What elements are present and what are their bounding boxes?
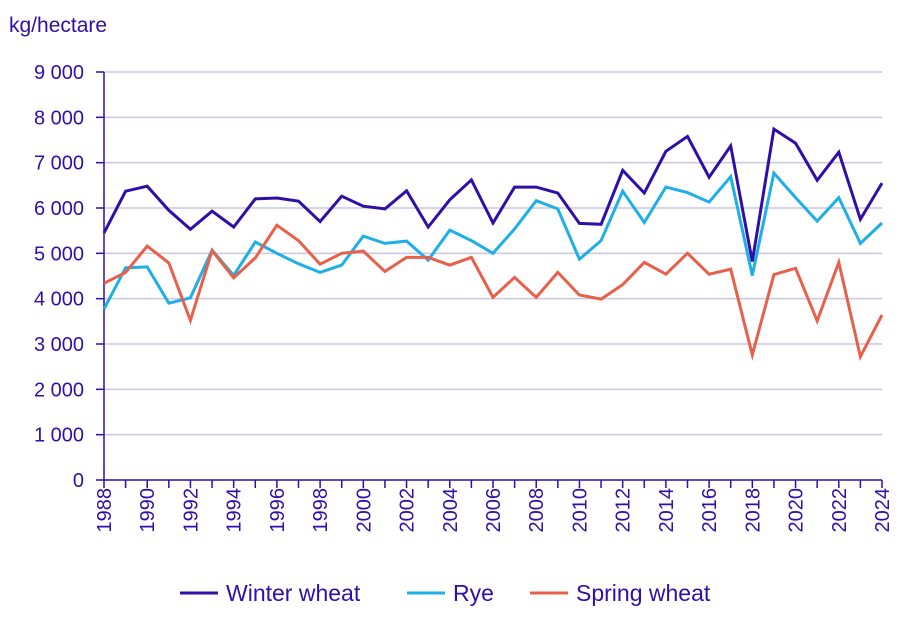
x-tick-label: 2008 (526, 488, 548, 533)
series-line-winter-wheat (102, 126, 884, 262)
x-tick-label: 1994 (224, 488, 246, 533)
x-axis-ticks: 1988 1990 1992 1994 1996 1998 2000 2002 2004 2006… (94, 480, 894, 533)
series-lines (102, 126, 884, 362)
y-tick-label: 3 000 (34, 334, 84, 356)
y-tick-label: 0 (73, 470, 84, 492)
x-tick-label: 2014 (656, 488, 678, 533)
y-axis-unit-label: kg/hectare (9, 14, 107, 37)
x-tick-label: 2020 (786, 488, 808, 533)
x-tick-label: 1990 (137, 488, 159, 533)
y-axis-ticks: 0 1 000 2 000 3 000 4 000 5 000 6 000 7 000 8 00… (34, 62, 104, 492)
y-tick-label: 6 000 (34, 198, 84, 220)
x-tick-label: 2022 (829, 488, 851, 533)
series-line-spring-wheat (103, 223, 884, 362)
x-tick-label: 1996 (267, 488, 289, 533)
legend-label-spring-wheat: Spring wheat (576, 580, 711, 606)
x-tick-label: 2024 (872, 488, 894, 533)
legend: Winter wheat Rye Spring wheat (180, 580, 711, 606)
x-tick-label: 1998 (310, 488, 332, 533)
y-tick-label: 5 000 (34, 243, 84, 265)
legend-label-winter-wheat: Winter wheat (226, 580, 361, 606)
x-tick-label: 2006 (483, 488, 505, 533)
legend-label-rye: Rye (453, 580, 494, 606)
x-tick-label: 1992 (180, 488, 202, 533)
x-tick-label: 1988 (94, 488, 116, 533)
x-tick-label: 2000 (353, 488, 375, 533)
x-tick-label: 2002 (397, 488, 419, 533)
x-tick-label: 2004 (440, 488, 462, 533)
y-tick-label: 4 000 (34, 289, 84, 311)
y-tick-label: 2 000 (34, 379, 84, 401)
y-tick-label: 8 000 (34, 107, 84, 129)
x-tick-label: 2012 (613, 488, 635, 533)
y-tick-label: 7 000 (34, 153, 84, 175)
x-tick-label: 2010 (569, 488, 591, 533)
y-tick-label: 9 000 (34, 62, 84, 84)
x-tick-label: 2018 (742, 488, 764, 533)
y-tick-label: 1 000 (34, 425, 84, 447)
x-tick-label: 2016 (699, 488, 721, 533)
series-line-rye (102, 169, 884, 310)
